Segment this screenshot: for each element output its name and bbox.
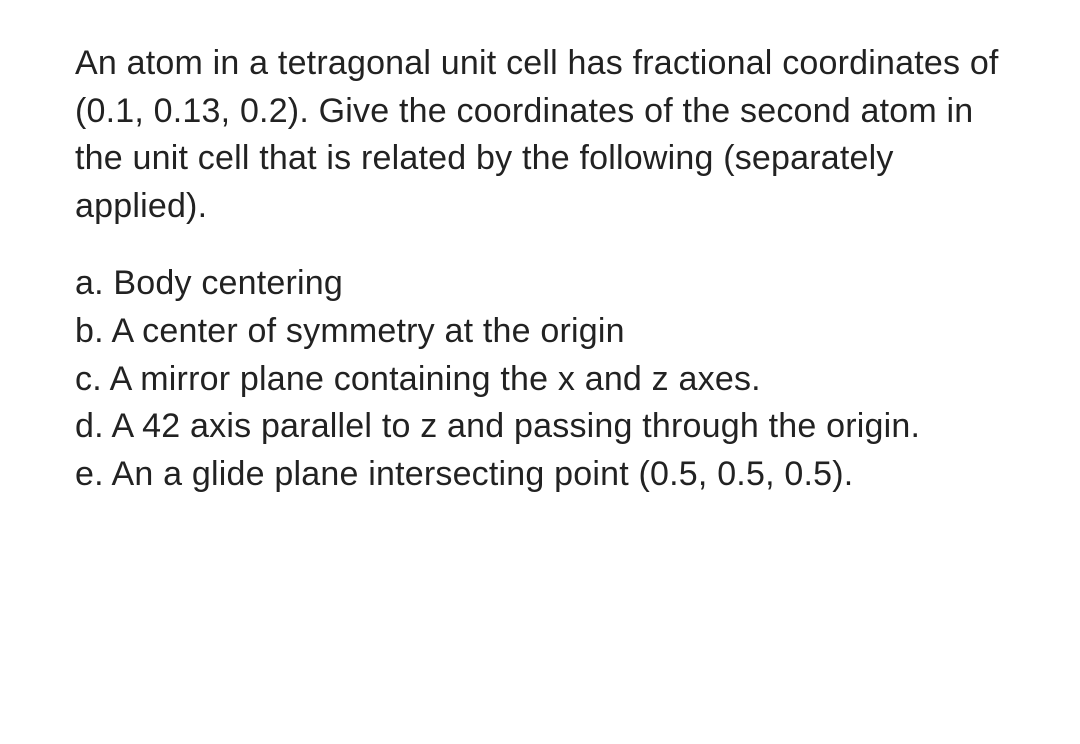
question-prompt: An atom in a tetragonal unit cell has fr… <box>75 40 1020 230</box>
option-e: e. An a glide plane intersecting point (… <box>75 451 1020 499</box>
option-d: d. A 42 axis parallel to z and passing t… <box>75 403 1020 451</box>
option-b: b. A center of symmetry at the origin <box>75 308 1020 356</box>
option-c: c. A mirror plane containing the x and z… <box>75 356 1020 404</box>
option-a: a. Body centering <box>75 260 1020 308</box>
options-list: a. Body centering b. A center of symmetr… <box>75 260 1020 498</box>
